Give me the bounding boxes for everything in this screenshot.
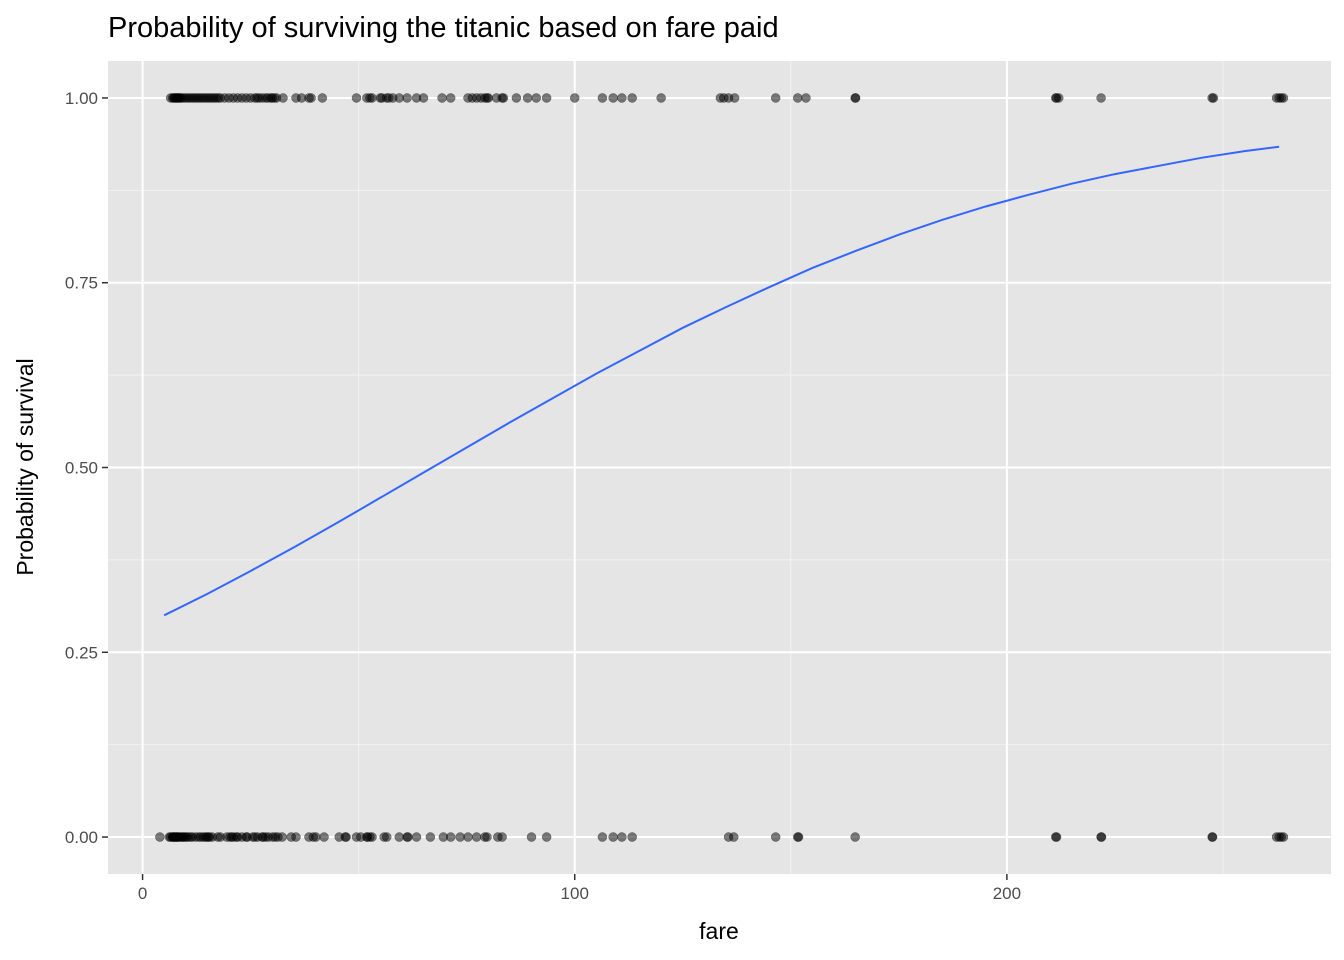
y-tick-label: 0.75 [65,274,98,293]
data-point [1053,93,1064,103]
data-point [437,93,447,103]
scatter-points [155,93,1289,842]
data-point [793,832,804,842]
x-axis-title: fare [699,918,739,944]
data-point [1096,93,1106,103]
y-tick-label: 0.50 [65,459,98,478]
x-axis-ticks: 0 100 200 [138,874,1021,903]
data-point [729,832,739,842]
data-point [311,832,321,842]
data-point [411,832,422,842]
data-point [770,93,781,103]
data-point [617,832,627,842]
data-point [445,832,456,842]
data-point [531,93,542,103]
x-tick-label: 100 [561,884,589,903]
data-point [155,832,165,842]
y-tick-label: 1.00 [65,89,98,108]
data-point [483,93,494,103]
data-point [770,832,781,842]
data-point [608,832,618,842]
data-point [850,93,861,103]
data-point [1096,832,1107,842]
y-tick-label: 0.25 [65,643,98,662]
data-point [597,832,608,842]
data-point [569,93,580,103]
data-point [341,832,351,842]
x-tick-label: 200 [993,884,1021,903]
data-point [850,832,860,842]
data-point [497,832,507,842]
data-point [541,832,552,842]
data-point [367,832,377,842]
data-point [511,93,522,103]
x-tick-label: 0 [138,884,147,903]
data-point [418,93,429,103]
data-point [463,832,473,842]
data-point [351,93,362,103]
data-point [617,93,627,103]
data-point [306,93,316,103]
data-point [1207,832,1218,842]
y-axis-ticks: 0.00 0.25 0.50 0.75 1.00 [65,89,108,847]
data-point [367,93,377,103]
data-point [1278,93,1289,103]
data-point [317,93,328,103]
data-point [801,93,811,103]
data-point [1278,832,1289,842]
data-point [627,93,637,103]
chart-title: Probability of surviving the titanic bas… [108,12,779,44]
data-point [526,832,537,842]
data-point [792,93,803,103]
y-axis-title: Probability of survival [12,358,38,575]
data-point [445,93,456,103]
data-point [498,93,509,103]
data-point [425,832,436,842]
data-point [291,832,301,842]
data-point [522,93,533,103]
data-point [627,832,637,842]
data-point [1208,93,1219,103]
data-point [729,93,740,103]
data-point [278,93,288,103]
fit-line [163,145,1280,617]
data-point [597,93,608,103]
data-point [402,93,412,103]
data-point [1051,832,1062,842]
data-point [541,93,552,103]
data-point [608,93,618,103]
data-point [656,93,666,103]
data-point [381,832,392,842]
data-point [319,832,329,842]
data-point [403,832,413,842]
data-point [482,832,492,842]
data-point [277,832,287,842]
y-tick-label: 0.00 [65,828,98,847]
data-point [471,832,482,842]
